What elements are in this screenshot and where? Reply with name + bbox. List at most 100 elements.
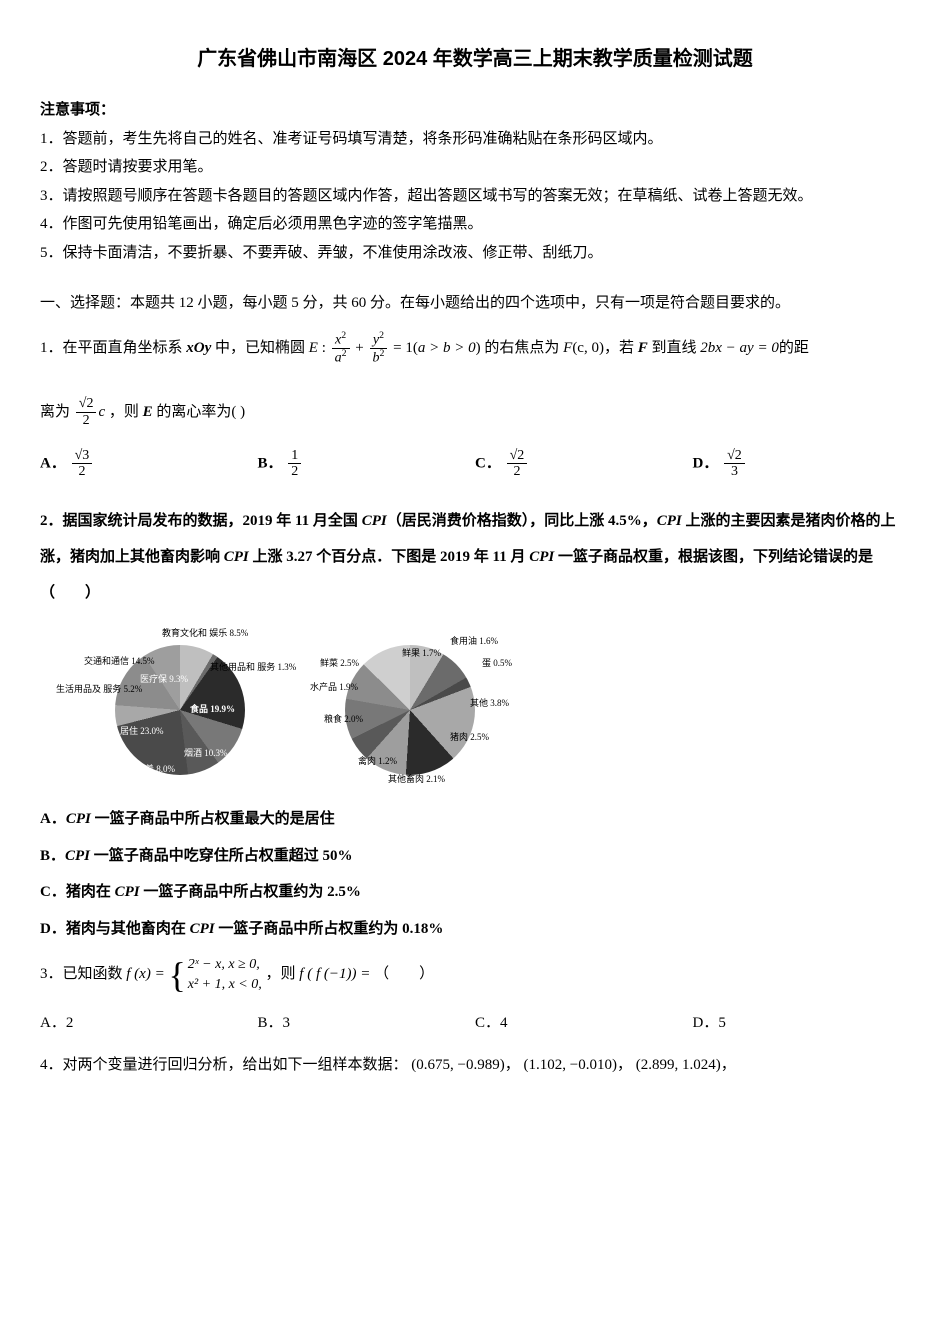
q2-oB-l: B． (40, 848, 65, 864)
q4-p2: (1.102, −0.010) (523, 1057, 616, 1073)
pie1-lbl-qtyp: 其他用品和 服务 1.3% (210, 663, 296, 673)
q1-optB: B． 12 (258, 448, 476, 480)
q2-oA-l: A． (40, 811, 66, 827)
notice-2: 2．答题时请按要求用笔。 (40, 153, 910, 182)
q1-optA-lbl: A． (40, 455, 66, 471)
q1-Fc: (c, 0) (572, 340, 604, 356)
pie1-lbl-jz: 居住 23.0% (120, 727, 164, 737)
q1-optC: C． √22 (475, 448, 693, 480)
q2-options: A．CPI 一篮子商品中所占权重最大的是居住 B．CPI 一篮子商品中吃穿住所占… (40, 805, 910, 943)
q1-options: A． √32 B． 12 C． √22 D． √23 (40, 448, 910, 480)
q3-case1: 2ˣ − x, x ≥ 0, (188, 955, 262, 975)
q4-p1: (0.675, −0.989) (411, 1057, 504, 1073)
pie1-lbl-yz: 衣着 8.0% (136, 765, 175, 775)
q3-case2: x² + 1, x < 0, (188, 975, 262, 995)
q1-plus: + (355, 340, 367, 356)
q3-optD: D．5 (693, 1009, 911, 1038)
q1-oDn: √2 (724, 448, 745, 464)
section-1-head: 一、选择题：本题共 12 小题，每小题 5 分，共 60 分。在每小题给出的四个… (40, 289, 910, 318)
q2-oB-cpi: CPI (65, 848, 90, 864)
question-1: 1．在平面直角坐标系 xOy 中，已知椭圆 E : x2 a2 + y2 b2 … (40, 330, 910, 366)
notice-block: 注意事项： 1．答题前，考生先将自己的姓名、准考证号码填写清楚，将条形码准确粘贴… (40, 96, 910, 267)
q3-pre: 3．已知函数 (40, 966, 126, 982)
q2-optD: D．猪肉与其他畜肉在 CPI 一篮子商品中所占权重约为 0.18% (40, 915, 910, 944)
q1-oAd: 2 (72, 464, 93, 479)
q2-t4: 上涨 3.27 个百分点．下图是 2019 年 11 月 (249, 549, 529, 565)
q1-text2: 中，已知椭圆 (211, 340, 309, 356)
pie2-lbl-xg: 鲜果 1.7% (402, 649, 441, 659)
q3-optB: B．3 (258, 1009, 476, 1038)
question-4: 4．对两个变量进行回归分析，给出如下一组样本数据： (0.675, −0.989… (40, 1047, 910, 1083)
q2-t1: 2．据国家统计局发布的数据，2019 年 11 月全国 (40, 513, 362, 529)
q2-optA: A．CPI 一篮子商品中所占权重最大的是居住 (40, 805, 910, 834)
notice-4: 4．作图可先使用铅笔画出，确定后必须用黑色字迹的签字笔描黑。 (40, 210, 910, 239)
q1-F2: F (638, 340, 648, 356)
pie1-lbl-sp: 食品 19.9% (190, 705, 235, 715)
q1-E: E (309, 340, 318, 356)
pie-chart-2: 食用油 1.6% 鲜菜 2.5% 鲜果 1.7% 蛋 0.5% 水产品 1.9%… (310, 627, 510, 797)
q1-f3n: √2 (76, 396, 97, 412)
q2-cpi2: CPI (657, 513, 682, 529)
q2-cpi1: CPI (362, 513, 387, 529)
q1-postd: 的距 (779, 340, 809, 356)
notice-3: 3．请按照题号顺序在答题卡各题目的答题区域内作答，超出答题区域书写的答案无效；在… (40, 182, 910, 211)
pie2-lbl-syy: 食用油 1.6% (450, 637, 498, 647)
q3-piecewise: { 2ˣ − x, x ≥ 0, x² + 1, x < 0, (168, 955, 261, 994)
q3-tail: （ ） (374, 966, 434, 982)
q3-fx: f (x) = (126, 966, 168, 982)
q2-optC: C．猪肉在 CPI 一篮子商品中所占权重约为 2.5% (40, 878, 910, 907)
pie2-lbl-cr: 禽肉 1.2% (358, 757, 397, 767)
q3-optA: A．2 (40, 1009, 258, 1038)
q1-colon: : (318, 340, 330, 356)
pie1-lbl-yj: 烟酒 10.3% (184, 749, 228, 759)
pie-chart-1: 教育文化和 娱乐 8.5% 其他用品和 服务 1.3% 交通和通信 14.5% … (80, 627, 280, 797)
q1-eq1: = 1( (393, 340, 418, 356)
q1-optB-lbl: B． (258, 455, 283, 471)
q1-oBd: 2 (288, 464, 301, 479)
q1-frac2: y2 b2 (370, 331, 388, 366)
q1-l2b: ，则 (109, 404, 143, 420)
q1-oDd: 3 (724, 464, 745, 479)
q1-frac1-den: a (335, 350, 342, 365)
pie2-lbl-scp: 水产品 1.9% (310, 683, 358, 693)
notice-1: 1．答题前，考生先将自己的姓名、准考证号码填写清楚，将条形码准确粘贴在条形码区域… (40, 125, 910, 154)
q4-pre: 4．对两个变量进行回归分析，给出如下一组样本数据： (40, 1057, 408, 1073)
q1-postc: 到直线 (648, 340, 701, 356)
q1-optD-lbl: D． (693, 455, 719, 471)
q2-cpi3: CPI (224, 549, 249, 565)
q1-cond: a > b > 0 (418, 340, 476, 356)
pie2-lbl-xc: 鲜菜 2.5% (320, 659, 359, 669)
q2-oA-cpi: CPI (66, 811, 91, 827)
pie2-lbl-dan: 蛋 0.5% (482, 659, 512, 669)
q2-oB-t: 一篮子商品中吃穿住所占权重超过 50% (90, 848, 353, 864)
q1-optD: D． √23 (693, 448, 911, 480)
q4-c2: ， (617, 1057, 632, 1073)
q3-optC: C．4 (475, 1009, 693, 1038)
q1-xoy: xOy (186, 340, 211, 356)
q2-oC-l: C．猪肉在 (40, 884, 115, 900)
brace-icon: { (168, 957, 185, 993)
question-1-line2: 离为 √2 2 c ，则 E 的离心率为( ) (40, 394, 910, 430)
q4-c1: ， (505, 1057, 520, 1073)
q1-postb: ，若 (604, 340, 638, 356)
pie1-lbl-shyp: 生活用品及 服务 5.2% (56, 685, 142, 695)
pie2-lbl-qt: 其他 3.8% (470, 699, 509, 709)
q2-oA-t: 一篮子商品中所占权重最大的是居住 (91, 811, 335, 827)
q1-optC-lbl: C． (475, 455, 501, 471)
q1-c: c (98, 404, 105, 420)
q1-l2c: 的离心率为( ) (153, 404, 246, 420)
notice-head: 注意事项： (40, 96, 910, 125)
q1-posta: 的右焦点为 (484, 340, 563, 356)
q1-oCn: √2 (507, 448, 528, 464)
q1-oBn: 1 (288, 448, 301, 464)
question-3: 3．已知函数 f (x) = { 2ˣ − x, x ≥ 0, x² + 1, … (40, 955, 910, 994)
q1-f3d: 2 (76, 413, 97, 428)
q2-oD-t: 一篮子商品中所占权重约为 0.18% (215, 921, 444, 937)
q1-l2a: 离为 (40, 404, 74, 420)
q4-p3: (2.899, 1.024) (636, 1057, 721, 1073)
question-2: 2．据国家统计局发布的数据，2019 年 11 月全国 CPI（居民消费价格指数… (40, 503, 910, 611)
q1-frac3: √2 2 (76, 396, 97, 428)
q2-oC-t: 一篮子商品中所占权重约为 2.5% (140, 884, 361, 900)
q1-optA: A． √32 (40, 448, 258, 480)
q2-t2: （居民消费价格指数），同比上涨 4.5%， (387, 513, 657, 529)
